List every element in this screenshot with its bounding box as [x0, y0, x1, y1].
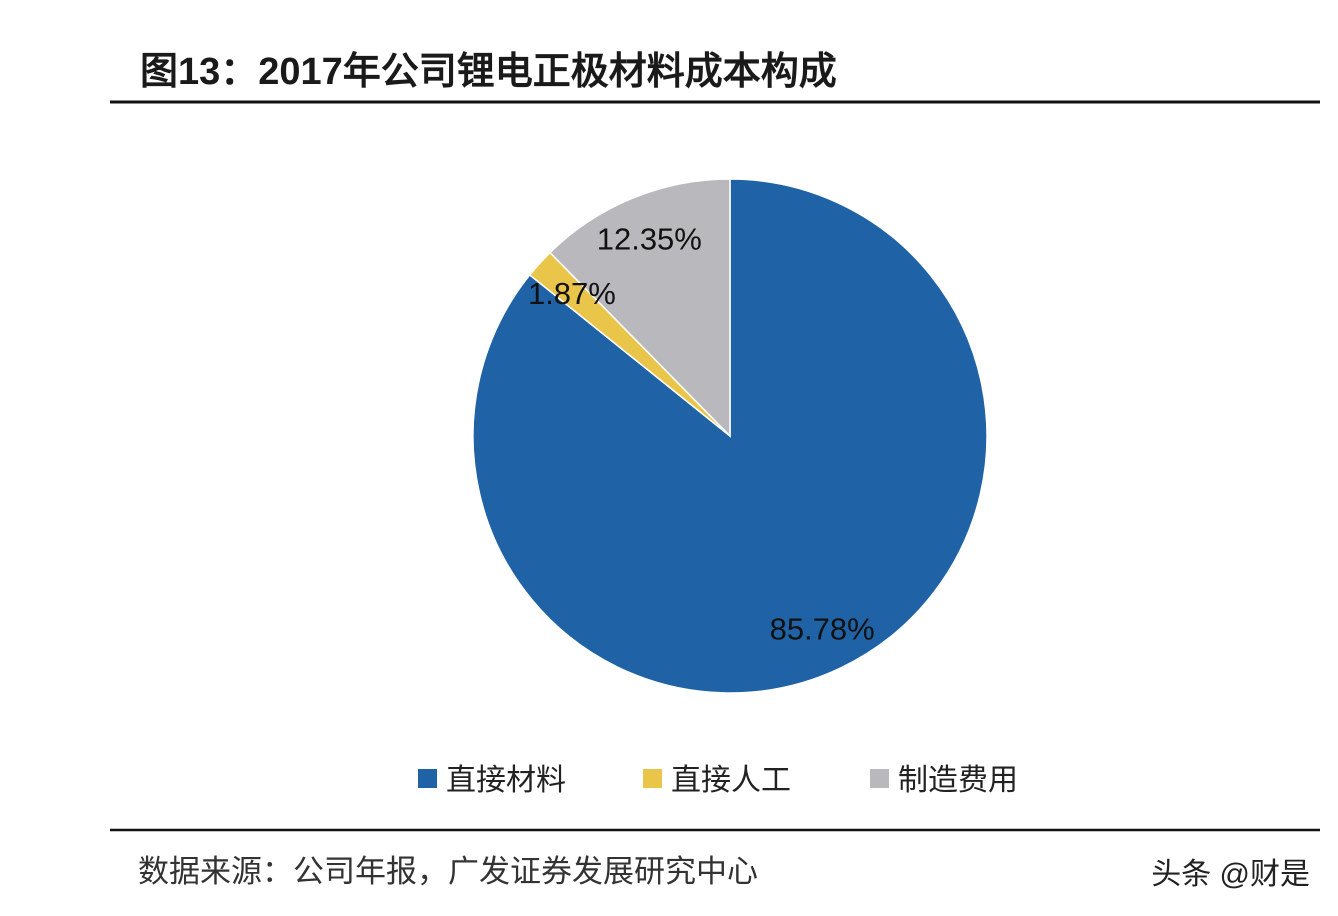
value-label: 1.87%: [528, 276, 616, 311]
chart-title: 图13：2017年公司锂电正极材料成本构成: [140, 51, 837, 93]
legend-swatch: [418, 769, 437, 788]
legend-label: 直接人工: [671, 764, 791, 797]
legend: 直接材料 直接人工 制造费用: [418, 764, 1018, 797]
value-label: 12.35%: [597, 222, 702, 257]
legend-label: 直接材料: [446, 764, 566, 797]
legend-swatch: [870, 769, 889, 788]
legend-swatch: [643, 769, 662, 788]
pie-slice: [548, 178, 731, 438]
source-note: 数据来源：公司年报，广发证券发展研究中心: [138, 854, 758, 889]
value-label: 85.78%: [770, 611, 875, 646]
pie-slice: [472, 178, 988, 694]
watermark: 头条 @财是: [1151, 858, 1310, 891]
legend-label: 制造费用: [898, 764, 1018, 797]
pie: 85.78% 1.87% 12.35%: [472, 178, 988, 694]
